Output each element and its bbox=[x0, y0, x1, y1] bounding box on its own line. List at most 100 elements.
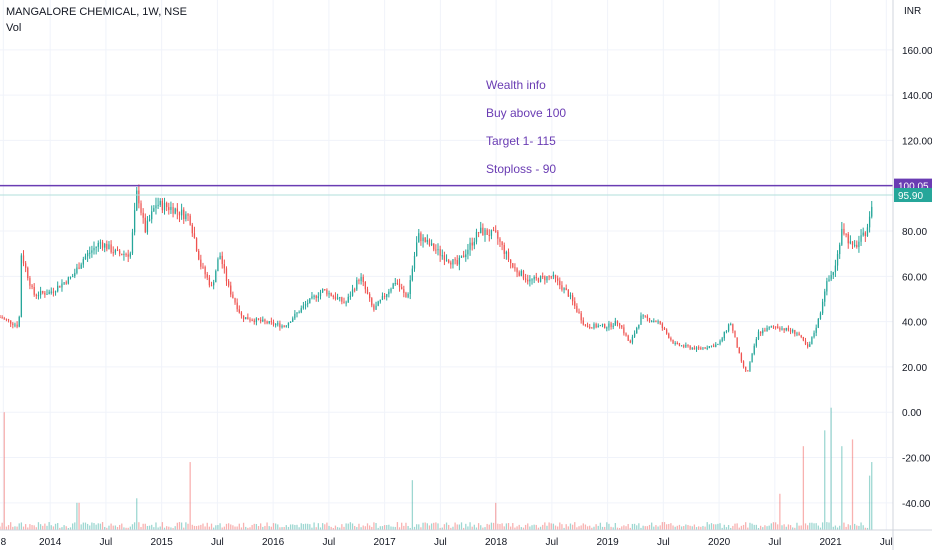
candle-body bbox=[14, 324, 16, 326]
candle-body bbox=[712, 345, 715, 347]
price-tick-label: 40.00 bbox=[902, 318, 927, 329]
candle-body bbox=[435, 249, 437, 251]
candle-body bbox=[789, 330, 792, 332]
candle-body bbox=[264, 319, 266, 322]
candle-body bbox=[616, 320, 619, 324]
volume-bar bbox=[571, 524, 574, 530]
volume-bar bbox=[225, 523, 228, 530]
candle-body bbox=[255, 318, 258, 323]
candle-body bbox=[785, 327, 787, 331]
candle-body bbox=[403, 289, 405, 293]
candle-body bbox=[185, 214, 187, 220]
volume-bar bbox=[285, 525, 287, 530]
candle-body bbox=[804, 340, 807, 345]
candle-body bbox=[200, 259, 202, 267]
candle-body bbox=[670, 338, 672, 340]
volume-bar bbox=[537, 527, 540, 530]
volume-bar bbox=[151, 524, 153, 530]
candle-body bbox=[559, 280, 561, 286]
candle-body bbox=[486, 229, 488, 235]
candle-body bbox=[354, 289, 356, 291]
volume-bar bbox=[234, 526, 236, 530]
volume-bar bbox=[524, 524, 527, 530]
volume-bar bbox=[520, 527, 522, 530]
volume-bar bbox=[606, 522, 608, 530]
candle-body bbox=[236, 302, 238, 310]
candle-body bbox=[313, 295, 315, 297]
candle-body bbox=[409, 280, 411, 294]
candle-body bbox=[178, 211, 181, 216]
candle-body bbox=[336, 297, 339, 299]
candle-body bbox=[704, 347, 706, 349]
candle-body bbox=[698, 347, 700, 349]
time-tick-label: 2019 bbox=[596, 537, 619, 548]
candle-body bbox=[578, 311, 580, 314]
volume-bar bbox=[734, 523, 736, 530]
candle-body bbox=[219, 255, 221, 260]
volume-bar bbox=[200, 524, 202, 530]
volume-bar bbox=[497, 523, 499, 530]
volume-bar bbox=[789, 525, 792, 530]
volume-bar bbox=[621, 526, 623, 530]
candle-body bbox=[659, 321, 661, 324]
volume-bar bbox=[706, 522, 708, 530]
volume-bar bbox=[84, 522, 87, 530]
candle-body bbox=[796, 333, 798, 335]
volume-bar bbox=[176, 522, 178, 530]
volume-bar bbox=[161, 522, 164, 530]
candle-body bbox=[618, 323, 621, 326]
volume-bar bbox=[443, 524, 446, 530]
volume-bar bbox=[608, 523, 610, 530]
volume-bar bbox=[559, 522, 561, 530]
candle-body bbox=[394, 283, 396, 285]
volume-bar bbox=[347, 523, 349, 530]
volume-bar bbox=[386, 525, 388, 530]
candle-body bbox=[415, 242, 418, 257]
candle-body bbox=[730, 324, 732, 326]
volume-bar bbox=[589, 525, 591, 530]
volume-bar bbox=[304, 523, 307, 530]
candle-body bbox=[798, 333, 800, 336]
volume-bar bbox=[61, 527, 63, 530]
volume-bar bbox=[193, 525, 196, 530]
candle-body bbox=[44, 292, 46, 295]
volume-bar bbox=[86, 523, 89, 530]
candle-body bbox=[251, 320, 253, 322]
candle-body bbox=[170, 206, 172, 210]
volume-bar bbox=[665, 524, 668, 530]
volume-bar bbox=[800, 525, 802, 530]
volume-bar bbox=[189, 462, 191, 530]
volume-bar bbox=[774, 522, 777, 530]
candle-body bbox=[360, 277, 362, 281]
candle-body bbox=[497, 231, 499, 239]
volume-bar bbox=[674, 526, 676, 530]
volume-bar bbox=[20, 522, 23, 530]
time-tick-label: 2020 bbox=[708, 537, 731, 548]
volume-bar bbox=[27, 527, 29, 530]
volume-bar bbox=[834, 525, 837, 530]
candle-body bbox=[3, 318, 5, 320]
candle-body bbox=[689, 346, 691, 349]
candle-body bbox=[777, 326, 779, 329]
candle-body bbox=[520, 270, 522, 276]
volume-bar bbox=[364, 526, 367, 530]
candle-body bbox=[839, 244, 841, 255]
candle-body bbox=[783, 328, 785, 331]
candle-body bbox=[811, 337, 813, 345]
candle-body bbox=[685, 344, 687, 347]
volume-bars bbox=[0, 407, 873, 530]
volume-bar bbox=[683, 526, 685, 530]
candle-body bbox=[794, 330, 796, 334]
volume-bar bbox=[208, 526, 211, 530]
candle-body bbox=[108, 244, 110, 250]
candle-body bbox=[802, 336, 805, 341]
volume-bar bbox=[198, 525, 200, 530]
volume-bar bbox=[89, 525, 91, 530]
candle-body bbox=[847, 234, 849, 244]
candle-body bbox=[266, 321, 268, 324]
volume-bar bbox=[3, 412, 5, 530]
volume-bar bbox=[422, 522, 424, 530]
volume-bar bbox=[420, 527, 422, 530]
candle-body bbox=[232, 294, 234, 299]
candle-body bbox=[123, 254, 125, 256]
